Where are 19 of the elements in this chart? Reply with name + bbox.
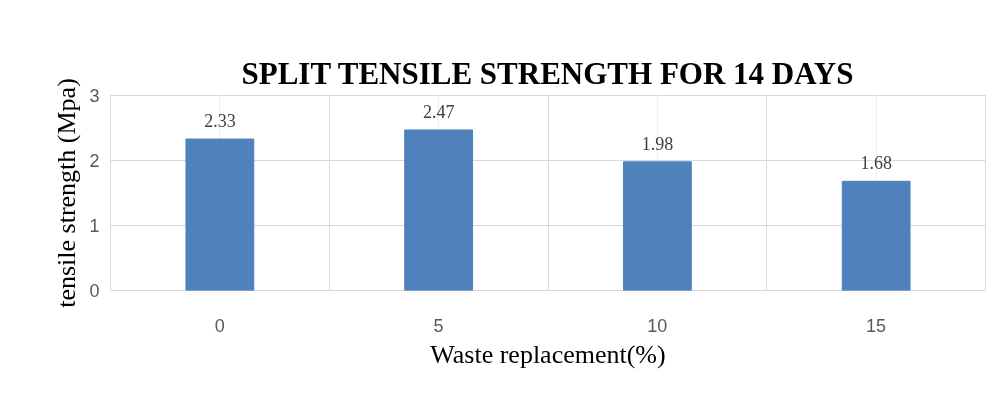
y-tick-label: 1 xyxy=(89,216,100,236)
y-tick-label: 0 xyxy=(89,281,100,301)
y-tick-label: 2 xyxy=(89,151,100,171)
x-axis-title: Waste replacement(%) xyxy=(430,339,666,369)
data-label: 2.47 xyxy=(422,101,455,122)
data-label: 1.68 xyxy=(860,153,892,174)
bar xyxy=(404,129,474,291)
x-tick-label: 10 xyxy=(647,315,668,336)
bar xyxy=(185,138,255,291)
y-tick-label: 3 xyxy=(89,86,100,106)
data-label: 1.98 xyxy=(641,133,674,154)
x-tick-label: 0 xyxy=(214,315,225,336)
bar xyxy=(622,161,692,291)
data-label: 2.33 xyxy=(204,111,236,132)
x-tick-label: 15 xyxy=(866,315,887,336)
chart-title: SPLIT TENSILE STRENGTH FOR 14 DAYS xyxy=(241,55,854,91)
y-axis-title: tensile strength (Mpa) xyxy=(52,78,82,308)
x-tick-label: 5 xyxy=(433,315,444,336)
bar xyxy=(841,180,911,291)
